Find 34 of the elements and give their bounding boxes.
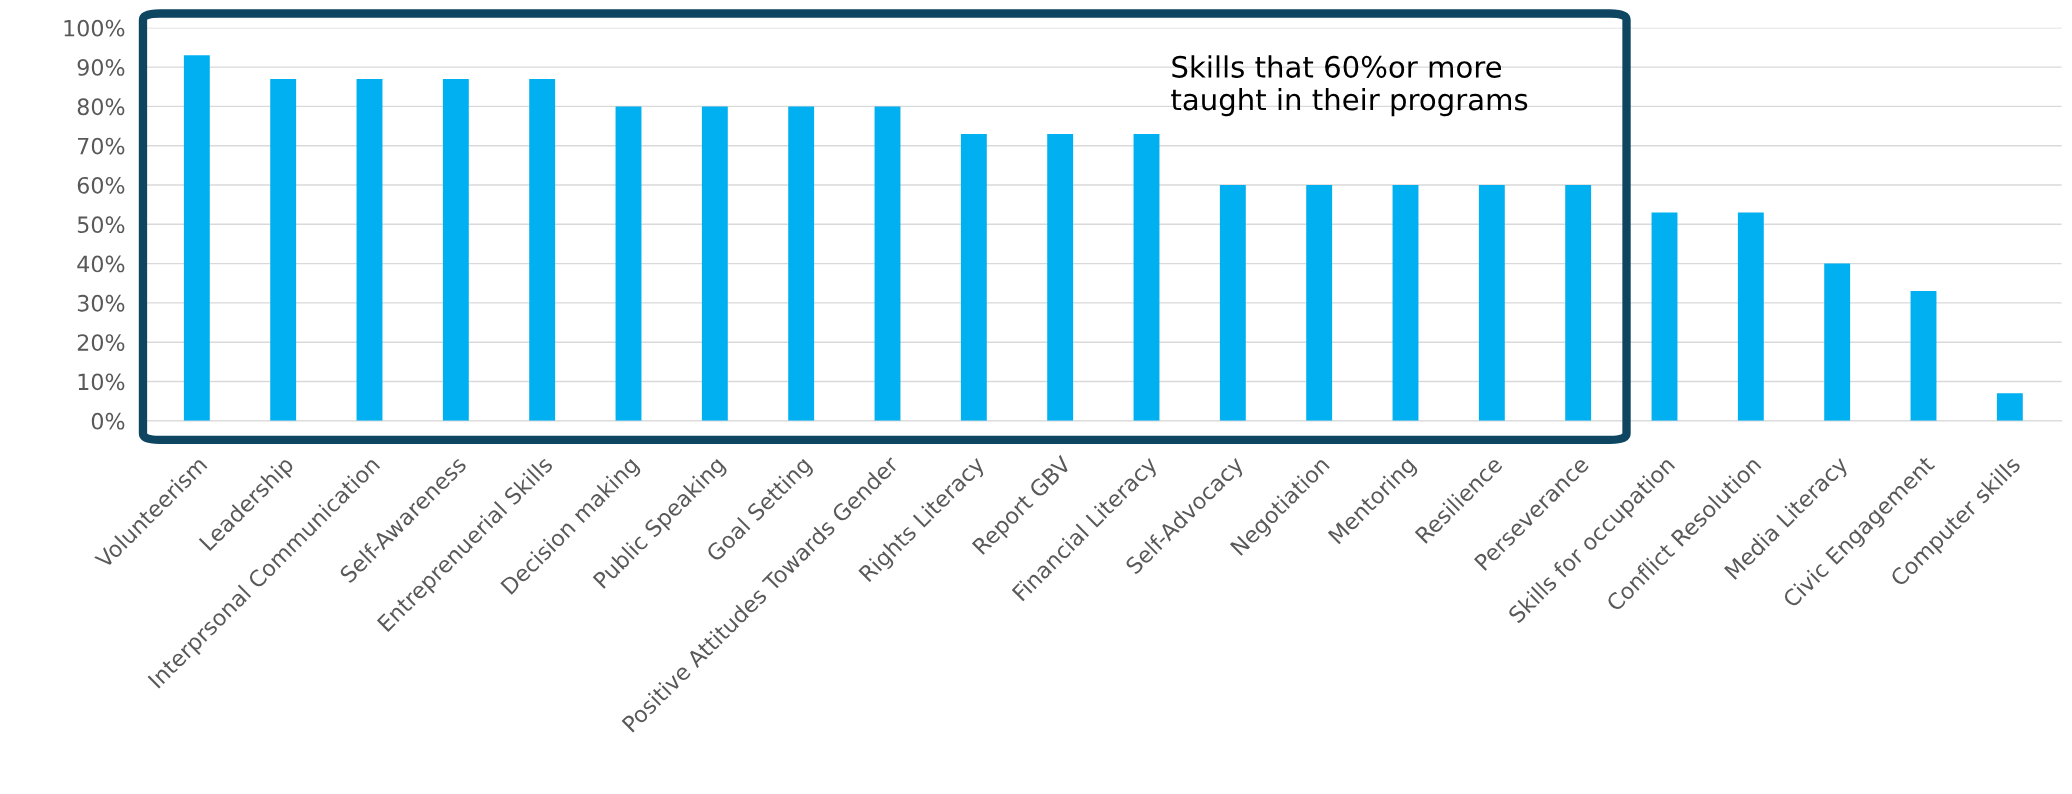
y-tick-label: 40% (77, 255, 125, 273)
bar (960, 133, 987, 421)
bar (1392, 185, 1419, 421)
y-tick-label: 10% (78, 373, 125, 391)
bar (1651, 212, 1678, 421)
bar (1996, 393, 2023, 421)
bar (529, 78, 556, 421)
bar (1478, 185, 1505, 421)
y-tick-label: 100% (64, 19, 125, 37)
bar (1737, 212, 1764, 421)
bar (1047, 133, 1074, 421)
y-tick-label: 80% (77, 98, 125, 116)
bar (615, 106, 642, 421)
y-tick-label: 20% (77, 334, 125, 351)
bar (1910, 291, 1937, 421)
annotation: Skills that 60%or more taught in their programs (1171, 55, 1528, 117)
y-tick-label: 70% (78, 137, 125, 155)
bar (788, 106, 815, 421)
bar (356, 78, 383, 421)
bar (1133, 133, 1160, 421)
bar (1306, 185, 1333, 421)
y-tick-label: 90% (77, 59, 125, 76)
bar (183, 55, 210, 421)
bar (1565, 185, 1592, 421)
y-tick-label: 60% (77, 176, 125, 194)
y-tick-label: 0% (91, 412, 125, 430)
bar (1824, 263, 1851, 421)
bar (874, 106, 901, 421)
bar (1219, 185, 1246, 421)
y-tick-label: 30% (77, 294, 125, 312)
bar (270, 78, 297, 421)
y-tick-label: 50% (77, 216, 125, 234)
bar (442, 78, 469, 421)
bar (701, 106, 728, 421)
